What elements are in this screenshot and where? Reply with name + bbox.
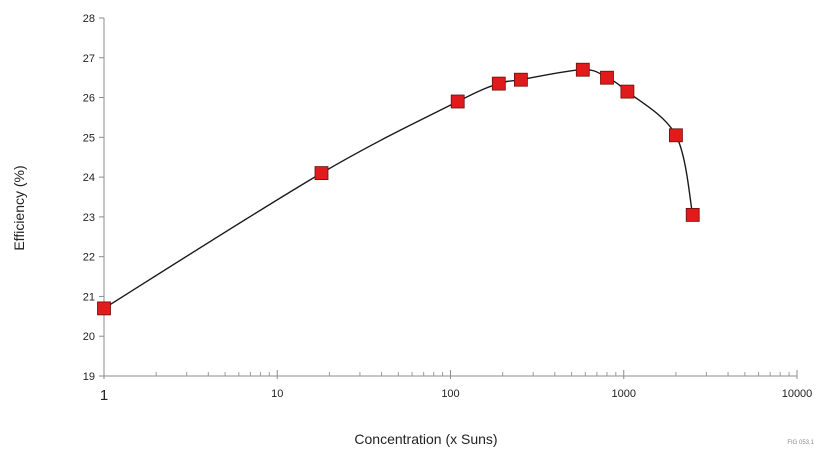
x-tick-label: 1000 — [612, 388, 636, 400]
figure-id-label: FIG 053.1 — [787, 440, 814, 446]
data-point — [514, 72, 528, 87]
data-point — [620, 84, 635, 99]
x-tick-label: 10 — [271, 388, 283, 400]
data-point — [600, 70, 614, 85]
data-point — [575, 62, 590, 77]
x-tick-label: 1 — [100, 387, 108, 404]
x-axis-title: Concentration (x Suns) — [354, 431, 497, 447]
y-tick-label: 25 — [83, 132, 95, 144]
y-tick-label: 20 — [83, 331, 95, 343]
x-tick-label: 10000 — [782, 388, 813, 400]
ticks: 19 20 21 22 23 24 25 26 27 28 1 10 100 1000 10000 — [83, 13, 813, 404]
y-tick-label: 22 — [83, 252, 95, 264]
y-tick-label: 23 — [83, 212, 95, 224]
y-tick-label: 19 — [83, 371, 95, 383]
y-tick-label: 26 — [83, 93, 95, 105]
y-tick-label: 21 — [83, 291, 95, 303]
data-point — [685, 207, 700, 222]
y-tick-label: 27 — [83, 53, 95, 65]
data-point — [97, 301, 111, 316]
data-point — [669, 128, 683, 143]
x-tick-label: 100 — [441, 388, 459, 400]
series-line — [103, 68, 694, 309]
data-point — [491, 76, 506, 91]
axes — [103, 18, 797, 377]
series-line-group — [103, 68, 694, 309]
y-axis-title: Efficiency (%) — [11, 165, 27, 250]
data-point — [450, 94, 465, 109]
y-tick-label: 28 — [83, 13, 95, 25]
y-tick-label: 24 — [83, 172, 95, 184]
data-point — [314, 166, 329, 181]
data-points — [97, 62, 700, 316]
